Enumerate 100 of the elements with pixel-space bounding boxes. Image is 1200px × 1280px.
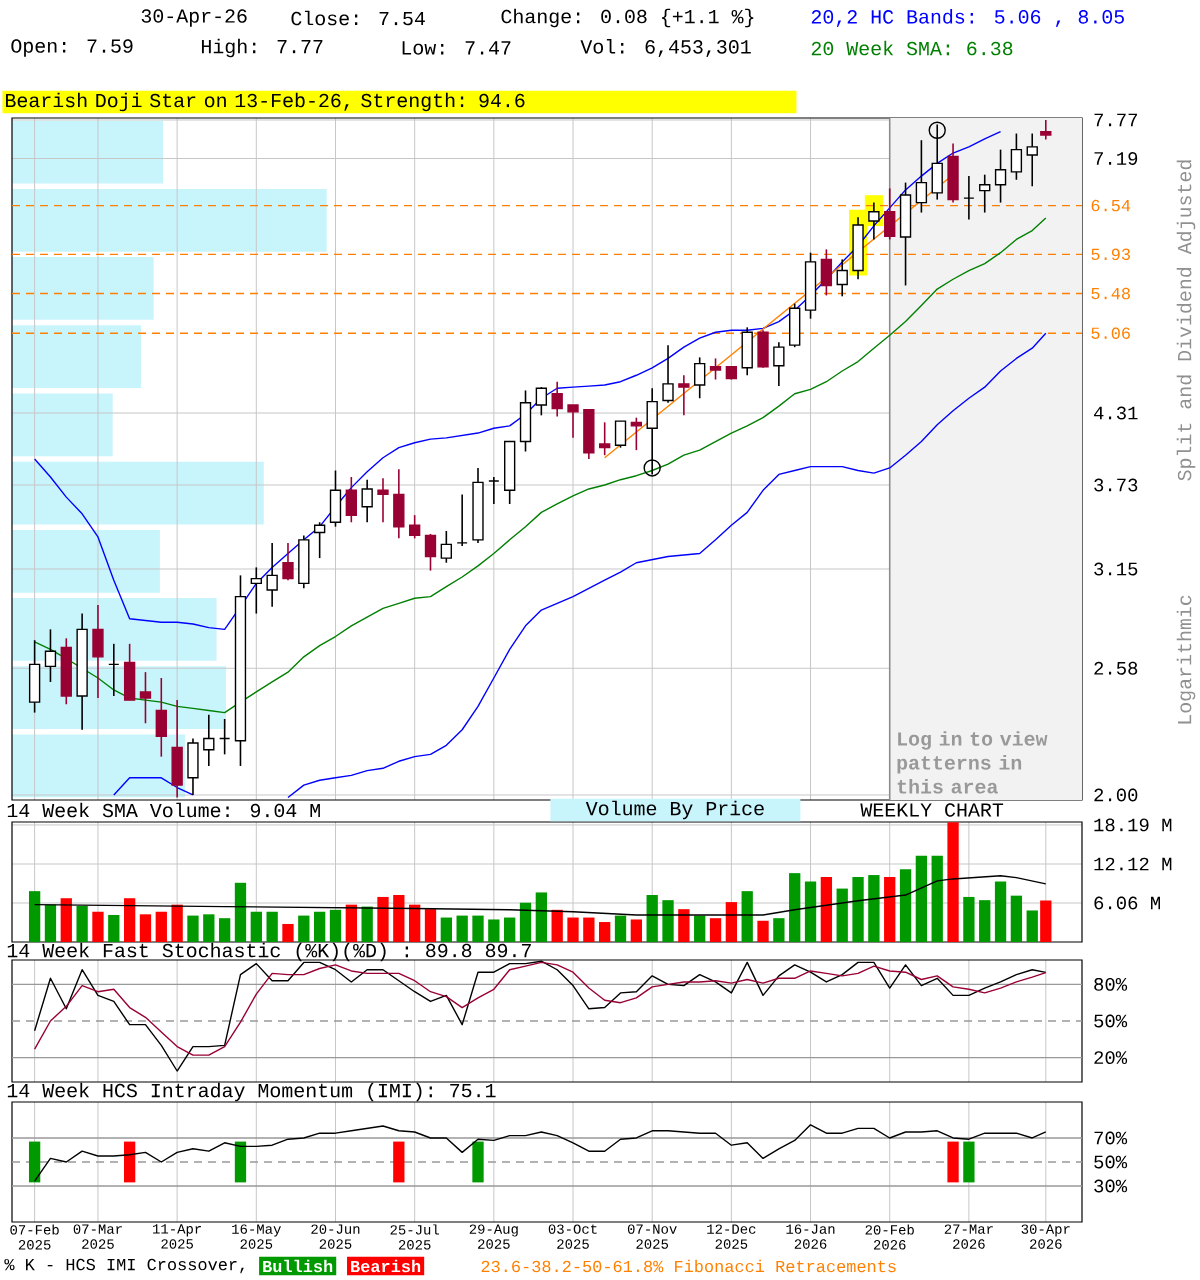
candlestick bbox=[741, 326, 753, 377]
bar bbox=[963, 896, 975, 942]
bar bbox=[60, 898, 72, 942]
bar bbox=[76, 905, 88, 942]
line-series bbox=[33, 875, 1047, 916]
bar bbox=[12, 393, 113, 457]
text: Bearish bbox=[351, 1259, 421, 1273]
bar bbox=[28, 891, 41, 942]
bar bbox=[393, 895, 405, 942]
bar bbox=[409, 904, 421, 942]
candlestick bbox=[915, 139, 928, 214]
y-tick-label: 3.73 bbox=[1094, 478, 1138, 492]
ref-line-label: 5.93 bbox=[1091, 248, 1130, 261]
bar bbox=[836, 888, 848, 942]
bar bbox=[899, 869, 912, 942]
ref-line-label: 5.48 bbox=[1091, 287, 1130, 300]
candlestick bbox=[678, 374, 690, 417]
bar bbox=[361, 906, 373, 942]
ref-line-label: 6.54 bbox=[1091, 199, 1131, 212]
text: 23.6-38.2-50-61.8% Fibonacci Retracements bbox=[481, 1259, 896, 1273]
candlestick bbox=[171, 699, 183, 799]
candlestick bbox=[187, 737, 199, 796]
bar bbox=[519, 902, 532, 942]
candlestick bbox=[488, 476, 500, 505]
candlestick bbox=[567, 404, 579, 439]
bar bbox=[599, 922, 611, 942]
bar bbox=[203, 914, 215, 942]
y-tick-label: 80% bbox=[1094, 977, 1128, 991]
candlestick bbox=[298, 534, 310, 590]
candlestick bbox=[1026, 132, 1038, 188]
candlestick bbox=[313, 521, 326, 559]
candlestick bbox=[614, 420, 627, 449]
candlestick bbox=[694, 356, 706, 400]
line-series bbox=[33, 217, 1047, 714]
candlestick bbox=[757, 329, 769, 369]
candlestick bbox=[218, 718, 231, 756]
bar bbox=[820, 877, 833, 942]
bar bbox=[884, 877, 896, 942]
bar bbox=[44, 904, 57, 942]
text: Open: 7.59 bbox=[11, 39, 133, 57]
bar bbox=[266, 911, 278, 942]
bar bbox=[773, 918, 785, 942]
bar bbox=[218, 918, 231, 942]
bar bbox=[931, 855, 943, 942]
bar bbox=[329, 909, 342, 942]
candlestick bbox=[979, 173, 991, 214]
candlestick bbox=[456, 493, 468, 547]
candlestick bbox=[551, 380, 563, 418]
ref-line-label: 5.06 bbox=[1091, 327, 1130, 339]
candlestick bbox=[28, 639, 41, 714]
candlestick bbox=[108, 643, 120, 697]
candlestick bbox=[345, 476, 357, 524]
candlestick bbox=[139, 671, 152, 725]
text: 20 Week SMA: 6.38 bbox=[811, 40, 1013, 56]
candlestick bbox=[646, 387, 658, 476]
bar bbox=[504, 917, 516, 942]
candlestick bbox=[377, 477, 389, 524]
bar bbox=[678, 909, 690, 942]
bar bbox=[583, 917, 595, 942]
text: Close: 7.54 bbox=[291, 10, 425, 26]
chart-title: 14 Week Fast Stochastic (%K)(%D) : 89.8 89.7 bbox=[7, 942, 531, 962]
bar bbox=[12, 120, 164, 184]
y-tick-label: 2.58 bbox=[1094, 661, 1138, 675]
bar bbox=[123, 898, 136, 942]
candlestick bbox=[535, 386, 548, 417]
candlestick bbox=[440, 530, 453, 564]
y-tick-label: 4.31 bbox=[1093, 406, 1138, 420]
candlestick bbox=[1010, 132, 1023, 181]
bar bbox=[551, 909, 563, 942]
bar bbox=[488, 919, 500, 942]
y-tick-label: 7.19 bbox=[1094, 152, 1138, 165]
bar bbox=[12, 257, 154, 320]
y-tick-label: 7.77 bbox=[1094, 113, 1137, 127]
chart-title: 14 Week HCS Intraday Momentum (IMI): 75.1 bbox=[7, 1082, 496, 1102]
bar bbox=[250, 911, 262, 942]
text: High: 7.77 bbox=[201, 38, 323, 58]
bar bbox=[915, 855, 928, 942]
bar bbox=[155, 911, 167, 942]
candlestick bbox=[709, 357, 722, 381]
candlestick bbox=[599, 421, 611, 457]
bar bbox=[108, 914, 120, 942]
text: Vol: 6,453,301 bbox=[580, 39, 751, 57]
candlestick bbox=[424, 533, 437, 572]
candlestick bbox=[329, 469, 342, 528]
y-tick-label: 2.00 bbox=[1094, 788, 1138, 802]
y-tick-label: 30% bbox=[1094, 1179, 1128, 1193]
candlestick bbox=[155, 677, 167, 758]
candlestick bbox=[884, 187, 896, 241]
bar bbox=[171, 904, 183, 942]
bar bbox=[979, 900, 991, 942]
bar bbox=[868, 875, 880, 942]
bar bbox=[994, 881, 1007, 942]
candlestick bbox=[123, 643, 136, 701]
candlestick bbox=[773, 341, 785, 387]
text: 30-Apr-26 bbox=[141, 9, 247, 27]
text: Bullish bbox=[263, 1259, 333, 1273]
candlestick bbox=[408, 514, 421, 540]
bar bbox=[234, 882, 247, 942]
candlestick bbox=[963, 175, 975, 221]
bar bbox=[424, 909, 437, 942]
